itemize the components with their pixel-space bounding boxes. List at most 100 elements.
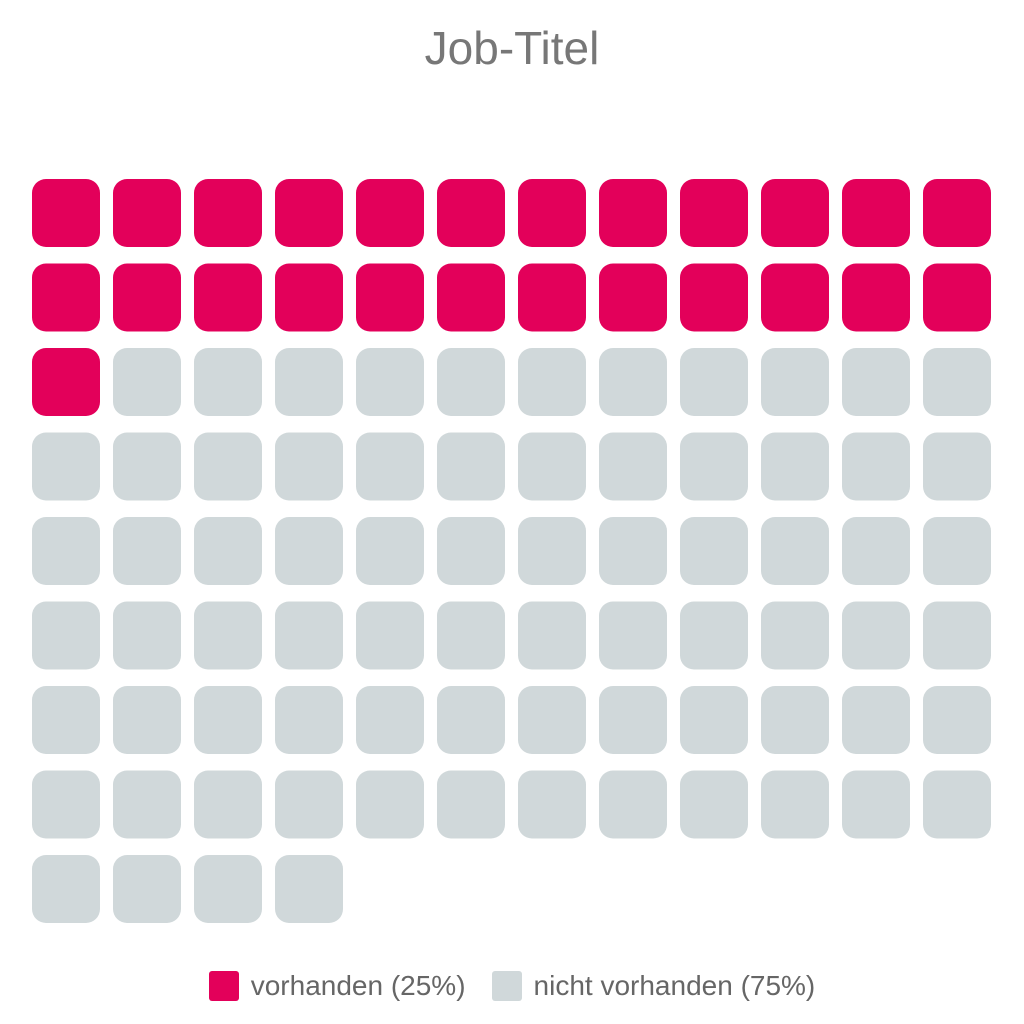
- waffle-cell-nicht-vorhanden: [761, 432, 829, 501]
- waffle-cell-nicht-vorhanden: [113, 517, 181, 585]
- waffle-cell-nicht-vorhanden: [599, 517, 667, 585]
- waffle-cell-nicht-vorhanden: [599, 432, 667, 501]
- waffle-cell-nicht-vorhanden: [32, 601, 100, 670]
- waffle-cell-nicht-vorhanden: [680, 517, 748, 585]
- waffle-cell-nicht-vorhanden: [518, 432, 586, 501]
- waffle-cell-nicht-vorhanden: [923, 517, 991, 585]
- waffle-cell-nicht-vorhanden: [32, 855, 100, 923]
- waffle-cell-nicht-vorhanden: [761, 601, 829, 670]
- waffle-cell-nicht-vorhanden: [113, 348, 181, 416]
- waffle-cell-nicht-vorhanden: [275, 601, 343, 670]
- waffle-cell-nicht-vorhanden: [761, 517, 829, 585]
- legend-swatch-vorhanden: [208, 971, 239, 1001]
- waffle-cell-vorhanden: [356, 263, 424, 332]
- waffle-cell-nicht-vorhanden: [275, 348, 343, 416]
- waffle-cell-nicht-vorhanden: [194, 601, 262, 670]
- waffle-cell-vorhanden: [599, 179, 667, 247]
- waffle-cell-nicht-vorhanden: [356, 517, 424, 585]
- waffle-cell-nicht-vorhanden: [356, 432, 424, 501]
- waffle-cell-vorhanden: [842, 179, 910, 247]
- waffle-cell-vorhanden: [32, 263, 100, 332]
- legend-label-vorhanden: vorhanden (25%): [250, 970, 466, 1001]
- waffle-cell-nicht-vorhanden: [437, 348, 505, 416]
- waffle-cell-nicht-vorhanden: [842, 348, 910, 416]
- waffle-cell-vorhanden: [113, 263, 181, 332]
- waffle-cell-nicht-vorhanden: [194, 686, 262, 754]
- waffle-cell-vorhanden: [923, 263, 991, 332]
- waffle-cell-vorhanden: [437, 263, 505, 332]
- waffle-cell-nicht-vorhanden: [437, 686, 505, 754]
- waffle-cell-nicht-vorhanden: [680, 348, 748, 416]
- waffle-cell-nicht-vorhanden: [518, 517, 586, 585]
- waffle-cell-nicht-vorhanden: [680, 686, 748, 754]
- legend: vorhanden (25%) nicht vorhanden (75%): [0, 962, 1024, 1010]
- waffle-cell-vorhanden: [518, 179, 586, 247]
- waffle-cell-nicht-vorhanden: [599, 770, 667, 839]
- legend-item-nicht-vorhanden: nicht vorhanden (75%): [491, 962, 816, 1010]
- waffle-cell-nicht-vorhanden: [275, 855, 343, 923]
- waffle-cell-nicht-vorhanden: [437, 432, 505, 501]
- waffle-cell-nicht-vorhanden: [923, 432, 991, 501]
- waffle-cell-nicht-vorhanden: [275, 686, 343, 754]
- waffle-cell-nicht-vorhanden: [194, 770, 262, 839]
- waffle-cell-vorhanden: [680, 263, 748, 332]
- waffle-cell-nicht-vorhanden: [194, 348, 262, 416]
- waffle-cell-nicht-vorhanden: [680, 601, 748, 670]
- waffle-cell-nicht-vorhanden: [275, 432, 343, 501]
- waffle-cell-vorhanden: [761, 263, 829, 332]
- waffle-cell-nicht-vorhanden: [761, 770, 829, 839]
- waffle-cell-nicht-vorhanden: [32, 517, 100, 585]
- waffle-cell-nicht-vorhanden: [923, 770, 991, 839]
- legend-item-vorhanden: vorhanden (25%): [208, 962, 466, 1010]
- waffle-cell-vorhanden: [923, 179, 991, 247]
- waffle-cell-vorhanden: [599, 263, 667, 332]
- waffle-cell-nicht-vorhanden: [923, 348, 991, 416]
- waffle-cell-nicht-vorhanden: [356, 601, 424, 670]
- waffle-cell-nicht-vorhanden: [680, 770, 748, 839]
- waffle-cell-nicht-vorhanden: [599, 601, 667, 670]
- waffle-cell-nicht-vorhanden: [842, 770, 910, 839]
- waffle-cell-nicht-vorhanden: [761, 686, 829, 754]
- waffle-cell-vorhanden: [680, 179, 748, 247]
- waffle-cell-nicht-vorhanden: [842, 517, 910, 585]
- waffle-cell-nicht-vorhanden: [113, 432, 181, 501]
- waffle-cell-nicht-vorhanden: [437, 770, 505, 839]
- waffle-cell-nicht-vorhanden: [113, 601, 181, 670]
- waffle-cell-nicht-vorhanden: [356, 348, 424, 416]
- waffle-cell-nicht-vorhanden: [437, 601, 505, 670]
- waffle-cell-nicht-vorhanden: [194, 517, 262, 585]
- waffle-cell-vorhanden: [194, 179, 262, 247]
- waffle-cell-nicht-vorhanden: [842, 432, 910, 501]
- waffle-cell-nicht-vorhanden: [32, 686, 100, 754]
- waffle-cell-nicht-vorhanden: [113, 770, 181, 839]
- waffle-cell-vorhanden: [275, 263, 343, 332]
- legend-swatch-nicht-vorhanden: [491, 971, 522, 1001]
- waffle-cell-vorhanden: [275, 179, 343, 247]
- waffle-cell-nicht-vorhanden: [518, 770, 586, 839]
- waffle-cell-nicht-vorhanden: [518, 348, 586, 416]
- waffle-cell-nicht-vorhanden: [761, 348, 829, 416]
- waffle-cell-vorhanden: [32, 179, 100, 247]
- waffle-cell-nicht-vorhanden: [275, 770, 343, 839]
- waffle-cell-nicht-vorhanden: [356, 686, 424, 754]
- waffle-cell-nicht-vorhanden: [32, 770, 100, 839]
- waffle-cell-nicht-vorhanden: [32, 432, 100, 501]
- waffle-cell-nicht-vorhanden: [518, 686, 586, 754]
- waffle-cell-nicht-vorhanden: [842, 601, 910, 670]
- waffle-cell-nicht-vorhanden: [113, 855, 181, 923]
- waffle-cell-nicht-vorhanden: [923, 601, 991, 670]
- waffle-cell-nicht-vorhanden: [113, 686, 181, 754]
- waffle-cell-vorhanden: [437, 179, 505, 247]
- waffle-cell-vorhanden: [761, 179, 829, 247]
- waffle-cell-vorhanden: [356, 179, 424, 247]
- waffle-cell-nicht-vorhanden: [275, 517, 343, 585]
- waffle-cell-nicht-vorhanden: [842, 686, 910, 754]
- waffle-cell-nicht-vorhanden: [599, 348, 667, 416]
- waffle-cell-nicht-vorhanden: [923, 686, 991, 754]
- waffle-cell-nicht-vorhanden: [194, 432, 262, 501]
- waffle-cell-vorhanden: [518, 263, 586, 332]
- legend-label-nicht-vorhanden: nicht vorhanden (75%): [533, 970, 816, 1001]
- waffle-cell-vorhanden: [194, 263, 262, 332]
